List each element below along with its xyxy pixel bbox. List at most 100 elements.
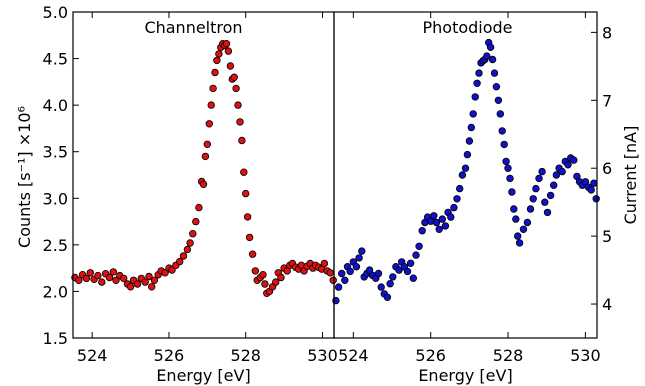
- photodiode-data-point: [590, 179, 598, 187]
- photodiode-data-point: [498, 127, 506, 135]
- photodiode-data-point: [441, 222, 450, 230]
- photodiode-data-point: [447, 213, 455, 221]
- photodiode-plot-frame: [333, 11, 598, 339]
- channeltron-data-point: [226, 62, 235, 70]
- channeltron-data-point: [75, 276, 83, 284]
- channeltron-data-point: [199, 180, 208, 188]
- channeltron-data-point: [109, 268, 117, 276]
- photodiode-data-point: [532, 184, 540, 193]
- channeltron-data-point: [86, 269, 94, 277]
- channeltron-y-tick-label: 2.5: [43, 236, 68, 255]
- channeltron-y-tick-label: 2.0: [43, 282, 68, 301]
- photodiode-data-point: [523, 218, 532, 227]
- channeltron-x-tick-label: 528: [230, 346, 261, 365]
- channeltron-data-point: [189, 229, 197, 238]
- channeltron-data-point: [232, 84, 240, 93]
- channeltron-data-point: [241, 189, 250, 198]
- photodiode-data-point: [467, 123, 475, 132]
- photodiode-data-point: [352, 263, 361, 271]
- photodiode-data-point: [355, 254, 363, 262]
- photodiode-data-point: [395, 266, 403, 274]
- channeltron-data-point: [186, 239, 194, 247]
- photodiode-data-point: [538, 167, 546, 176]
- photodiode-data-point: [415, 242, 423, 250]
- channeltron-data-point: [259, 271, 267, 279]
- channeltron-data-point: [168, 266, 176, 274]
- channeltron-data-point: [222, 40, 231, 48]
- channeltron-data-point: [224, 47, 233, 55]
- photodiode-data-point: [486, 43, 495, 51]
- channeltron-data-point: [183, 245, 192, 254]
- channeltron-data-point: [150, 276, 159, 284]
- photodiode-y-tick-label: 5: [602, 227, 612, 246]
- channeltron-data-point: [261, 280, 269, 288]
- channeltron-data-point: [201, 152, 210, 161]
- photodiode-data-point: [515, 239, 524, 247]
- photodiode-data-point: [338, 269, 346, 278]
- channeltron-data-point: [272, 278, 280, 286]
- photodiode-data-point: [519, 225, 528, 233]
- photodiode-data-point: [543, 208, 552, 217]
- photodiode-data-point: [510, 205, 518, 213]
- channeltron-data-point: [326, 269, 334, 277]
- photodiode-data-point: [490, 69, 499, 77]
- photodiode-data-point: [386, 280, 394, 288]
- channeltron-data-point: [243, 213, 252, 221]
- photodiode-data-point: [450, 203, 458, 212]
- photodiode-data-point: [535, 174, 543, 183]
- channeltron-y-tick-label: 4.0: [43, 96, 68, 115]
- channeltron-y-tick-label: 3.5: [43, 143, 68, 162]
- photodiode-data-point: [334, 283, 343, 291]
- channeltron-data-point: [320, 259, 329, 268]
- photodiode-data-point: [463, 150, 472, 159]
- channeltron-data-point: [147, 283, 156, 291]
- photodiode-data-point: [564, 161, 572, 169]
- photodiode-data-point: [506, 174, 514, 183]
- photodiode-data-point: [461, 164, 470, 172]
- photodiode-data-point: [471, 93, 479, 101]
- photodiode-data-point: [546, 191, 555, 200]
- photodiode-data-point: [412, 251, 420, 259]
- photodiode-data-point: [592, 195, 600, 203]
- channeltron-data-point: [238, 136, 246, 145]
- photodiode-data-point: [469, 110, 477, 118]
- photodiode-data-point: [587, 186, 595, 194]
- channeltron-data-point: [98, 278, 106, 286]
- photodiode-data-point: [465, 137, 474, 145]
- photodiode-y-tick-label: 4: [602, 295, 612, 314]
- photodiode-data-point: [504, 164, 512, 172]
- channeltron-y-tick-label: 4.5: [43, 50, 68, 69]
- channeltron-data-point: [209, 84, 217, 93]
- channeltron-data-point: [234, 101, 242, 109]
- channeltron-data-point: [236, 118, 244, 126]
- photodiode-y-tick-label: 6: [602, 159, 612, 178]
- photodiode-data-point: [341, 276, 349, 284]
- photodiode-data-point: [541, 198, 549, 206]
- photodiode-data-point: [529, 195, 537, 203]
- photodiode-data-point: [512, 215, 520, 223]
- photodiode-data-point: [456, 184, 464, 193]
- photodiode-data-point: [365, 266, 374, 274]
- photodiode-data-point: [458, 171, 467, 179]
- photodiode-data-point: [389, 273, 397, 281]
- channeltron-data-point: [251, 267, 259, 275]
- photodiode-data-point: [432, 218, 441, 227]
- photodiode-data-point: [453, 195, 461, 203]
- channeltron-data-point: [248, 250, 257, 258]
- channeltron-data-point: [141, 278, 149, 286]
- photodiode-panel: 524 526 528 530 4 5 6 7 8 Photodiode Energy [eV] Cu…: [332, 11, 640, 385]
- photodiode-x-tick-label: 526: [415, 346, 446, 365]
- photodiode-data-point: [473, 79, 481, 87]
- channeltron-data-point: [329, 276, 337, 284]
- channeltron-data-point: [245, 233, 254, 242]
- photodiode-data-point: [502, 157, 510, 166]
- channeltron-data-point: [145, 272, 153, 281]
- photodiode-data-point: [552, 171, 561, 179]
- channeltron-data-point: [112, 276, 120, 284]
- photodiode-y-axis-label: Current [nA]: [621, 126, 640, 225]
- photodiode-data-point: [500, 140, 508, 149]
- photodiode-data-point: [558, 167, 566, 176]
- channeltron-data-point: [203, 140, 211, 148]
- channeltron-data-point: [161, 269, 169, 277]
